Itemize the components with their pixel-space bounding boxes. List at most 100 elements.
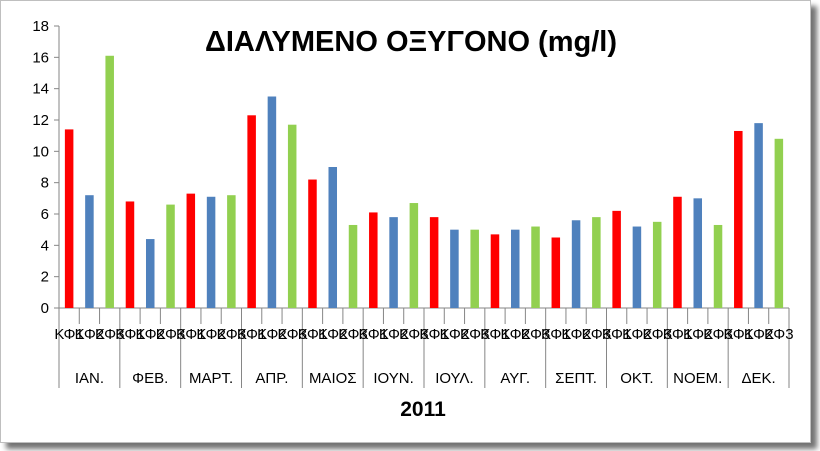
bar-ΚΦ2-ΙΟΥΝ. — [389, 217, 398, 308]
group-label: ΜΑΙΟΣ — [309, 370, 357, 387]
bar-ΚΦ1-ΣΕΠΤ. — [551, 237, 561, 308]
bars — [64, 55, 784, 309]
chart-title: ΔΙΑΛΥΜΕΝΟ ΟΞΥΓΟΝΟ (mg/l) — [205, 26, 617, 58]
bar-ΚΦ3-ΜΑΙΟΣ — [348, 224, 358, 308]
y-tick-label: 10 — [32, 143, 49, 160]
bar-label: ΚΦ1 — [663, 326, 693, 343]
bar-ΚΦ3-ΝΟΕΜ. — [713, 224, 723, 308]
bar-ΚΦ2-ΟΚΤ. — [632, 226, 642, 308]
bar-ΚΦ2-ΙΟΥΛ. — [450, 229, 459, 308]
axes: 0 2 4 6 8 10 12 14 16 18 — [32, 18, 790, 388]
bar-label: ΚΦ3 — [460, 326, 490, 343]
bar-label: ΚΦ3 — [582, 326, 612, 343]
bar-label: ΚΦ1 — [359, 326, 389, 343]
bar-ΚΦ1-ΜΑΡΤ. — [186, 193, 196, 308]
group-label: ΑΠΡ. — [255, 370, 288, 387]
bar-label: ΚΦ1 — [237, 326, 267, 343]
bar-ΚΦ2-ΙΑΝ. — [85, 195, 94, 308]
bar-label: ΚΦ3 — [642, 326, 672, 343]
group-label: ΙΟΥΛ. — [435, 370, 473, 387]
bar-ΚΦ1-ΟΚΤ. — [612, 210, 621, 308]
bar-label: ΚΦ1 — [176, 326, 206, 343]
group-label: ΣΕΠΤ. — [555, 370, 597, 387]
labels: ΚΦ1ΚΦ2ΚΦ3ΚΦ1ΚΦ2ΚΦ3ΚΦ1ΚΦ2ΚΦ3ΚΦ1ΚΦ2ΚΦ3ΚΦ1Κ… — [54, 326, 793, 387]
y-tick-label: 12 — [32, 112, 49, 129]
bar-label: ΚΦ3 — [338, 326, 368, 343]
y-tick-label: 0 — [41, 300, 49, 317]
bar-ΚΦ2-ΝΟΕΜ. — [693, 198, 703, 308]
bar-ΚΦ1-ΙΟΥΝ. — [369, 212, 378, 308]
bar-label: ΚΦ2 — [75, 326, 105, 343]
bar-label: ΚΦ2 — [501, 326, 531, 343]
bar-ΚΦ2-ΔΕΚ. — [754, 123, 763, 308]
bar-ΚΦ2-ΑΠΡ. — [267, 96, 277, 308]
bar-label: ΚΦ3 — [277, 326, 307, 343]
bar-label: ΚΦ3 — [521, 326, 551, 343]
bar-ΚΦ3-ΣΕΠΤ. — [592, 217, 601, 308]
bar-label: ΚΦ2 — [136, 326, 166, 343]
group-label: ΙΟΥΝ. — [373, 370, 413, 387]
bar-ΚΦ1-ΔΕΚ. — [734, 130, 743, 308]
bar-ΚΦ3-ΟΚΤ. — [652, 221, 662, 308]
bar-ΚΦ3-ΑΥΓ. — [531, 226, 540, 308]
bar-label: ΚΦ2 — [683, 326, 713, 343]
bar-label: ΚΦ2 — [196, 326, 226, 343]
x-axis-title: 2011 — [400, 398, 446, 421]
bar-label: ΚΦ1 — [115, 326, 145, 343]
group-label: ΜΑΡΤ. — [189, 370, 233, 387]
bar-label: ΚΦ1 — [419, 326, 449, 343]
bar-label: ΚΦ3 — [217, 326, 247, 343]
bar-ΚΦ2-ΜΑΡΤ. — [206, 196, 216, 308]
bar-ΚΦ3-ΙΑΝ. — [105, 55, 114, 309]
y-tick-label: 16 — [32, 49, 49, 66]
bar-label: ΚΦ3 — [399, 326, 429, 343]
y-tick-label: 18 — [32, 18, 49, 35]
bar-label: ΚΦ2 — [622, 326, 652, 343]
bar-ΚΦ1-ΑΥΓ. — [490, 234, 500, 308]
bar-label: ΚΦ3 — [703, 326, 733, 343]
bar-ΚΦ3-ΑΠΡ. — [287, 124, 297, 308]
bar-ΚΦ1-ΑΠΡ. — [247, 115, 256, 308]
bar-ΚΦ3-ΙΟΥΝ. — [409, 203, 419, 308]
y-tick-label: 4 — [41, 237, 49, 254]
chart-frame: ΔΙΑΛΥΜΕΝΟ ΟΞΥΓΟΝΟ (mg/l) 0 2 4 6 8 10 12 14 16 18… — [0, 0, 811, 443]
group-label: ΟΚΤ. — [620, 370, 653, 387]
bar-ΚΦ1-ΝΟΕΜ. — [673, 196, 682, 308]
bar-label: ΚΦ1 — [54, 326, 84, 343]
bar-label: ΚΦ1 — [541, 326, 571, 343]
group-label: ΦΕΒ. — [132, 370, 168, 387]
bar-label: ΚΦ1 — [298, 326, 328, 343]
bar-label: ΚΦ1 — [724, 326, 754, 343]
bar-ΚΦ3-ΔΕΚ. — [774, 138, 784, 308]
bar-label: ΚΦ3 — [156, 326, 186, 343]
group-label: ΙΑΝ. — [75, 370, 104, 387]
y-tick-label: 2 — [41, 269, 49, 286]
bar-ΚΦ1-ΦΕΒ. — [125, 201, 135, 308]
bar-ΚΦ3-ΙΟΥΛ. — [470, 229, 479, 308]
bar-label: ΚΦ2 — [561, 326, 591, 343]
bar-ΚΦ2-ΣΕΠΤ. — [571, 220, 581, 308]
bar-label: ΚΦ2 — [379, 326, 409, 343]
bar-ΚΦ2-ΜΑΙΟΣ — [328, 167, 338, 308]
bar-label: ΚΦ2 — [257, 326, 287, 343]
bar-ΚΦ2-ΑΥΓ. — [510, 229, 520, 308]
bar-ΚΦ1-ΙΑΝ. — [64, 129, 74, 308]
bar-ΚΦ3-ΦΕΒ. — [166, 204, 175, 308]
bar-label: ΚΦ3 — [95, 326, 125, 343]
chart-svg: ΔΙΑΛΥΜΕΝΟ ΟΞΥΓΟΝΟ (mg/l) 0 2 4 6 8 10 12 14 16 18… — [32, 18, 793, 421]
group-label: ΑΥΓ. — [500, 370, 530, 387]
y-tick-label: 14 — [32, 81, 49, 98]
bar-label: ΚΦ1 — [480, 326, 510, 343]
bar-ΚΦ1-ΜΑΙΟΣ — [308, 179, 317, 308]
y-tick-label: 6 — [41, 206, 49, 223]
bar-label: ΚΦ2 — [440, 326, 470, 343]
bar-label: ΚΦ2 — [318, 326, 348, 343]
bar-ΚΦ2-ΦΕΒ. — [145, 239, 155, 308]
group-label: ΔΕΚ. — [741, 370, 775, 387]
bar-label: ΚΦ1 — [602, 326, 632, 343]
group-label: ΝΟΕΜ. — [673, 370, 722, 387]
bar-label: ΚΦ3 — [764, 326, 794, 343]
bar-ΚΦ1-ΙΟΥΛ. — [429, 217, 439, 308]
y-tick-label: 8 — [41, 175, 49, 192]
bar-label: ΚΦ2 — [744, 326, 774, 343]
